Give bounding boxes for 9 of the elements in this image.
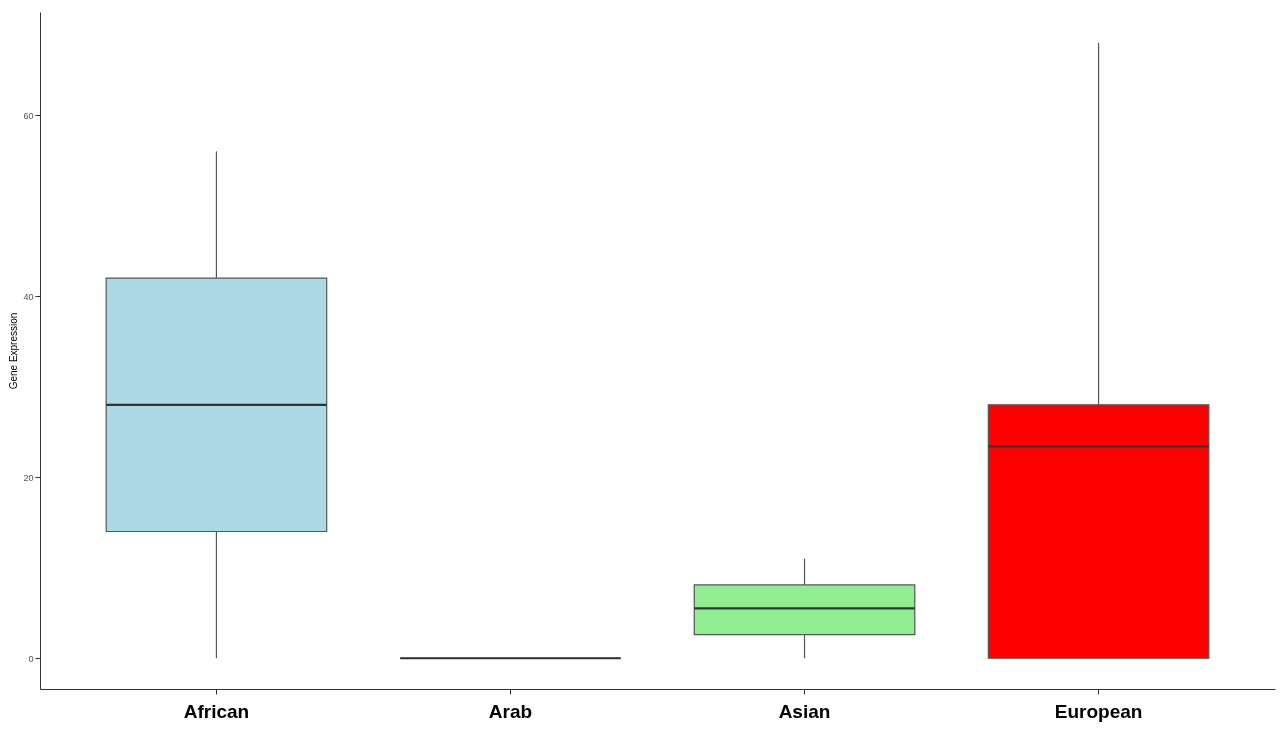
x-tick-label: African	[183, 700, 250, 722]
y-tick-label: 60	[23, 110, 34, 121]
y-tick-label: 20	[23, 472, 34, 483]
x-tick-label: Arab	[488, 700, 533, 722]
y-tick-label: 40	[23, 291, 34, 302]
y-tick-label: 0	[28, 653, 34, 664]
y-axis-title: Gene Expression	[8, 312, 20, 390]
x-tick-label: European	[1054, 700, 1143, 722]
x-tick-label: Asian	[778, 700, 831, 722]
